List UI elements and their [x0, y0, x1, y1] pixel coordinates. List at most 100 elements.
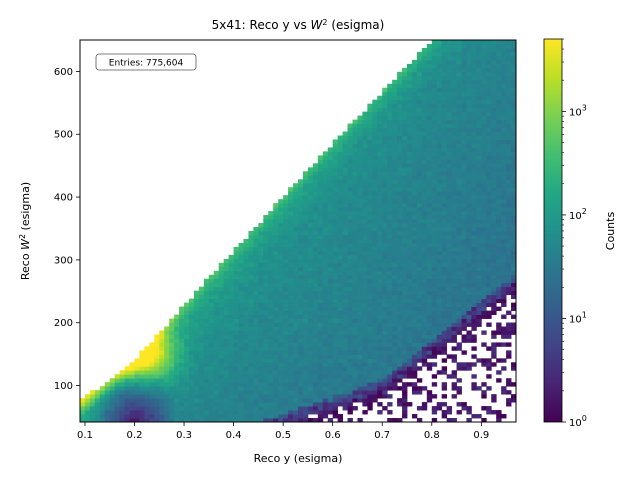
heatmap-cell	[421, 111, 428, 117]
heatmap-cell	[471, 223, 477, 228]
heatmap-cell	[347, 179, 353, 184]
heatmap-cell	[407, 195, 413, 200]
heatmap-cell	[411, 366, 418, 371]
heatmap-cell	[288, 215, 294, 220]
heatmap-cell	[372, 223, 378, 228]
heatmap-cell	[307, 418, 314, 422]
heatmap-cell	[352, 274, 358, 280]
heatmap-cell	[481, 282, 487, 288]
heatmap-cell	[248, 346, 254, 351]
heatmap-cell	[283, 262, 289, 268]
heatmap-cell	[154, 350, 160, 355]
heatmap-cell	[302, 187, 309, 192]
heatmap-cell	[511, 99, 516, 105]
heatmap-cell	[476, 246, 482, 252]
heatmap-cell	[317, 199, 324, 204]
heatmap-cell	[293, 282, 299, 288]
heatmap-cell	[471, 270, 477, 276]
heatmap-cell	[506, 115, 512, 120]
heatmap-cell	[139, 410, 145, 415]
heatmap-cell	[411, 318, 418, 323]
heatmap-cell	[273, 298, 279, 304]
heatmap-cell	[307, 350, 314, 355]
heatmap-cell	[362, 366, 368, 371]
heatmap-cell	[198, 310, 205, 315]
heatmap-cell	[407, 314, 413, 319]
heatmap-cell	[307, 402, 314, 407]
heatmap-cell	[387, 386, 393, 391]
heatmap-cell	[179, 386, 185, 391]
heatmap-cell	[511, 127, 516, 132]
heatmap-cell	[129, 362, 135, 367]
heatmap-cell	[476, 179, 482, 184]
heatmap-cell	[461, 238, 467, 244]
heatmap-cell	[258, 378, 264, 383]
heatmap-cell	[337, 163, 343, 168]
heatmap-cell	[506, 382, 512, 387]
heatmap-cell	[476, 298, 482, 304]
heatmap-cell	[402, 163, 408, 168]
heatmap-cell	[387, 258, 393, 264]
heatmap-cell	[496, 43, 502, 49]
heatmap-cell	[416, 155, 423, 160]
entries-box-frame	[95, 53, 197, 71]
heatmap-cell	[332, 286, 339, 292]
heatmap-cell	[208, 402, 215, 407]
heatmap-cell	[213, 330, 220, 335]
heatmap-cell	[293, 246, 299, 252]
heatmap-cell	[501, 270, 507, 276]
heatmap-cell	[387, 286, 393, 292]
heatmap-cell	[109, 390, 116, 395]
heatmap-cell	[382, 167, 388, 172]
heatmap-cell	[208, 310, 215, 315]
heatmap-cell	[307, 250, 314, 256]
heatmap-cell	[208, 274, 215, 280]
heatmap-cell	[233, 398, 239, 403]
heatmap-cell	[511, 71, 516, 77]
heatmap-cell	[268, 310, 274, 315]
heatmap-cell	[283, 354, 289, 359]
heatmap-cell	[362, 219, 368, 224]
heatmap-cell	[511, 278, 516, 284]
heatmap-cell	[421, 167, 428, 172]
heatmap-cell	[322, 175, 329, 180]
heatmap-cell	[293, 183, 299, 188]
heatmap-cell	[268, 378, 274, 383]
heatmap-cell	[362, 238, 368, 244]
heatmap-cell	[278, 354, 284, 359]
heatmap-cell	[421, 147, 428, 152]
heatmap-cell	[139, 402, 145, 407]
heatmap-cell	[213, 354, 220, 359]
heatmap-cell	[431, 227, 438, 232]
heatmap-cell	[362, 115, 368, 120]
heatmap-cell	[298, 207, 304, 212]
heatmap-cell	[397, 398, 403, 403]
heatmap-cell	[352, 175, 358, 180]
heatmap-cell	[496, 274, 502, 280]
heatmap-cell	[317, 302, 324, 308]
heatmap-cell	[253, 370, 259, 375]
heatmap-cell	[377, 410, 383, 415]
heatmap-cell	[258, 250, 264, 256]
heatmap-cell	[193, 382, 200, 387]
heatmap-cell	[273, 231, 279, 236]
heatmap-cell	[302, 215, 309, 220]
heatmap-cell	[169, 378, 175, 383]
heatmap-cell	[233, 382, 239, 387]
heatmap-cell	[327, 294, 334, 300]
heatmap-cell	[387, 195, 393, 200]
heatmap-cell	[312, 171, 319, 176]
heatmap-cell	[411, 346, 418, 351]
heatmap-cell	[382, 127, 388, 132]
heatmap-cell	[481, 258, 487, 264]
heatmap-cell	[461, 294, 467, 300]
heatmap-cell	[476, 254, 482, 260]
heatmap-cell	[283, 286, 289, 292]
heatmap-cell	[491, 155, 497, 160]
heatmap-cell	[486, 358, 492, 363]
heatmap-cell	[164, 366, 170, 371]
heatmap-cell	[223, 394, 230, 399]
heatmap-cell	[486, 87, 492, 93]
heatmap-cell	[491, 107, 497, 113]
heatmap-cell	[164, 358, 170, 363]
